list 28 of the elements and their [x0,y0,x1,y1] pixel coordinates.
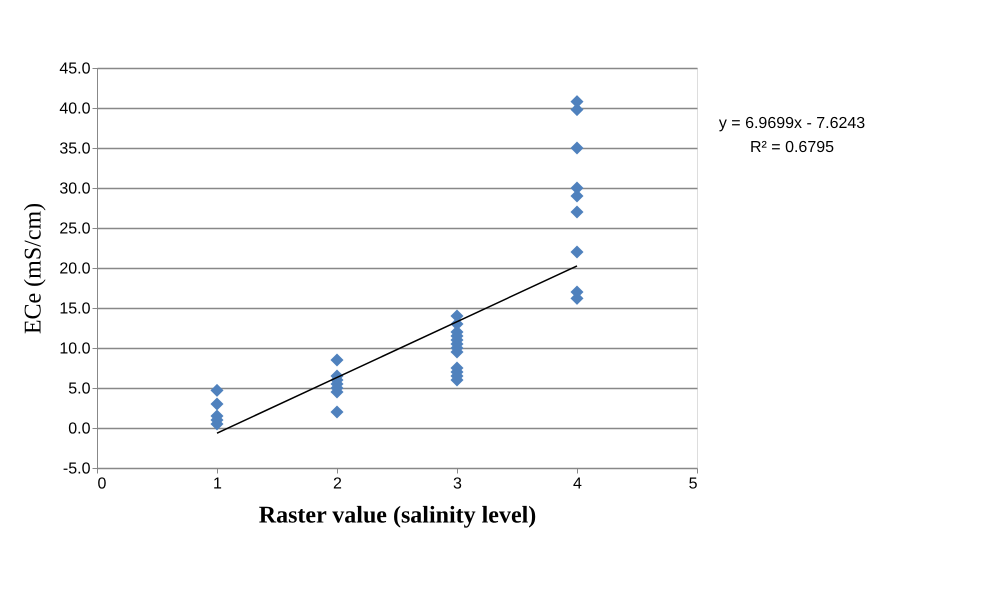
x-tick-label: 5 [688,476,698,492]
point [330,353,344,367]
x-tick-label: 0 [98,476,106,492]
y-tick-label: 30.0 [59,180,91,198]
point [330,405,344,419]
text: y = 6.9699x - 7.6243 [718,115,866,132]
y-tick-label: 20.0 [59,260,91,278]
x-tick-label: 2 [333,476,342,492]
y-tick-label: 40.0 [59,100,91,118]
y-tick-label: 5.0 [68,380,91,398]
x-tick-label: 3 [453,476,462,492]
x-tick-label: 1 [213,476,222,492]
y-tick-label: 35.0 [59,140,91,158]
x-tick-label: 4 [573,476,582,492]
point [210,397,224,411]
y-tick-label: 25.0 [59,220,91,238]
point [570,245,584,259]
y-tick-label: 0.0 [68,420,91,438]
text: R² = 0.6795 [750,139,834,156]
point [570,205,584,219]
y-tick-label: 10.0 [59,340,91,358]
y-axis-title: ECe (mS/cm) [20,202,46,334]
x-axis-title: Raster value (salinity level) [258,502,536,528]
y-tick-label: -5.0 [62,460,91,478]
y-tick-label: 45.0 [59,60,91,78]
point [210,384,224,397]
point [570,141,584,155]
y-tick-label: 15.0 [59,300,91,318]
